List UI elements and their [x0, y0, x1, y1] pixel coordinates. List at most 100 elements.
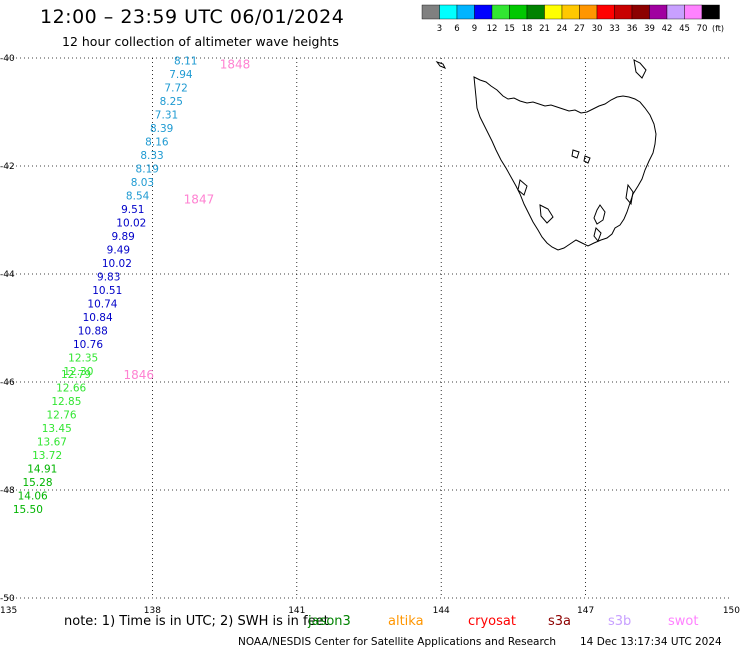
satellite-legend: jason3 altika cryosat s3a s3b swot: [307, 614, 698, 629]
page-title: 12:00 – 23:59 UTC 06/01/2024: [40, 6, 345, 28]
legend-label: 36: [627, 24, 638, 34]
legend-swatch: [544, 4, 563, 20]
pass-time-label: 1848: [220, 57, 251, 71]
wave-height-value: 14.06: [18, 490, 48, 502]
satellite-label: altika: [388, 614, 424, 629]
wave-height-value: 8.03: [131, 177, 154, 189]
legend-label: 30: [592, 24, 603, 34]
lake-gordon: [539, 204, 554, 224]
axis-tick-labels: 135 138 141 144 147 150 -40 -42 -44 -46 -48 -50: [0, 54, 740, 616]
legend-label: 24: [557, 24, 568, 34]
legend-label: 18: [522, 24, 533, 34]
lat-lon-grid: [8, 57, 730, 599]
wave-height-value: 10.88: [78, 326, 108, 338]
wave-height-value: 13.72: [32, 450, 62, 462]
lat-tick-label: -48: [0, 486, 15, 496]
pass-time-label: 1847: [184, 192, 215, 206]
bruny-island: [593, 227, 602, 242]
wave-height-value: 12.30: [63, 366, 93, 378]
wave-height-value: 7.31: [155, 110, 178, 122]
lat-tick-label: -40: [0, 54, 15, 64]
lon-tick-label: 144: [433, 606, 450, 616]
legend-swatch: [509, 4, 528, 20]
legend-swatch: [631, 4, 650, 20]
wave-height-value: 12.76: [47, 409, 77, 421]
tasmania-east-inlet: [593, 204, 606, 225]
wave-height-value: 13.45: [42, 423, 72, 435]
wave-height-value: 14.91: [27, 463, 57, 475]
legend-swatch: [561, 4, 580, 20]
wave-height-value: 7.72: [164, 83, 187, 95]
legend-swatch: [596, 4, 615, 20]
satellite-label: jason3: [307, 614, 351, 629]
wave-height-value: 10.51: [92, 285, 122, 297]
wave-height-value: 8.16: [145, 137, 169, 149]
legend-label: 12: [487, 24, 498, 34]
legend-swatch: [614, 4, 633, 20]
legend-label: 9: [472, 24, 477, 34]
legend-label: 6: [454, 24, 459, 34]
legend-swatch: [579, 4, 598, 20]
wave-height-value: 9.83: [97, 272, 120, 284]
wave-height-value: 12.35: [68, 353, 98, 365]
wave-height-value: 8.54: [126, 191, 150, 203]
footer-credit: NOAA/NESDIS Center for Satellite Applica…: [238, 636, 556, 648]
legend-swatch: [421, 4, 440, 20]
lat-tick-label: -44: [0, 270, 15, 280]
satellite-label: s3a: [548, 614, 571, 629]
legend-label: 39: [644, 24, 655, 34]
wave-height-value: 12.66: [56, 382, 86, 394]
pass-time-label: 1846: [124, 368, 155, 382]
wave-height-value: 12.85: [51, 396, 81, 408]
wave-height-value: 13.67: [37, 436, 67, 448]
legend-label: 70: [697, 24, 708, 34]
maria-island: [625, 183, 634, 206]
legend-label: 33: [609, 24, 620, 34]
legend-swatch: [526, 4, 545, 20]
wave-height-value: 8.39: [150, 123, 173, 135]
lat-tick-label: -50: [0, 594, 15, 604]
satellite-label: cryosat: [468, 614, 516, 629]
king-island-edge: [435, 61, 447, 69]
wave-height-value: 10.02: [102, 258, 132, 270]
wave-height-value: 7.94: [169, 69, 193, 81]
lon-tick-label: 135: [0, 606, 17, 616]
wave-height-value: 8.11: [174, 56, 197, 68]
legend-swatch: [666, 4, 685, 20]
legend-label: 3: [437, 24, 442, 34]
legend-unit: (ft): [712, 24, 724, 33]
color-legend: 3 6 9 12 15 18 21 24 27 30 33 36 39 42 45 70: [421, 4, 720, 34]
legend-swatch: [439, 4, 458, 20]
tasmania-coastline: [435, 59, 657, 251]
pass-time-labels: 1848 1847 1846: [124, 57, 251, 382]
wave-height-value: 9.51: [121, 204, 144, 216]
wave-height-value: 8.19: [136, 164, 159, 176]
legend-label: 27: [574, 24, 585, 34]
wave-height-value: 15.50: [13, 504, 43, 516]
flinders-island-edge: [633, 59, 647, 79]
legend-swatch: [649, 4, 668, 20]
wave-height-value: 10.76: [73, 339, 103, 351]
satellite-label: s3b: [608, 614, 631, 629]
wave-height-value: 10.84: [83, 312, 113, 324]
lon-tick-label: 150: [723, 606, 740, 616]
legend-swatch: [701, 4, 720, 20]
legend-swatch: [474, 4, 493, 20]
macquarie-harbour: [517, 179, 528, 196]
wave-height-value: 10.02: [116, 218, 146, 230]
lon-tick-label: 138: [144, 606, 161, 616]
legend-swatch: [684, 4, 703, 20]
wave-height-value: 9.49: [107, 245, 130, 257]
tasmania-mainland: [473, 76, 657, 251]
wave-height-value: 10.74: [87, 299, 117, 311]
legend-label: 21: [539, 24, 550, 34]
wave-height-value: 8.33: [140, 150, 163, 162]
legend-swatch: [456, 4, 475, 20]
wave-height-value: 8.25: [160, 96, 183, 108]
lake-islet-a: [571, 149, 580, 159]
legend-label: 45: [679, 24, 690, 34]
wave-height-value: 9.89: [111, 231, 134, 243]
lon-tick-label: 141: [288, 606, 305, 616]
